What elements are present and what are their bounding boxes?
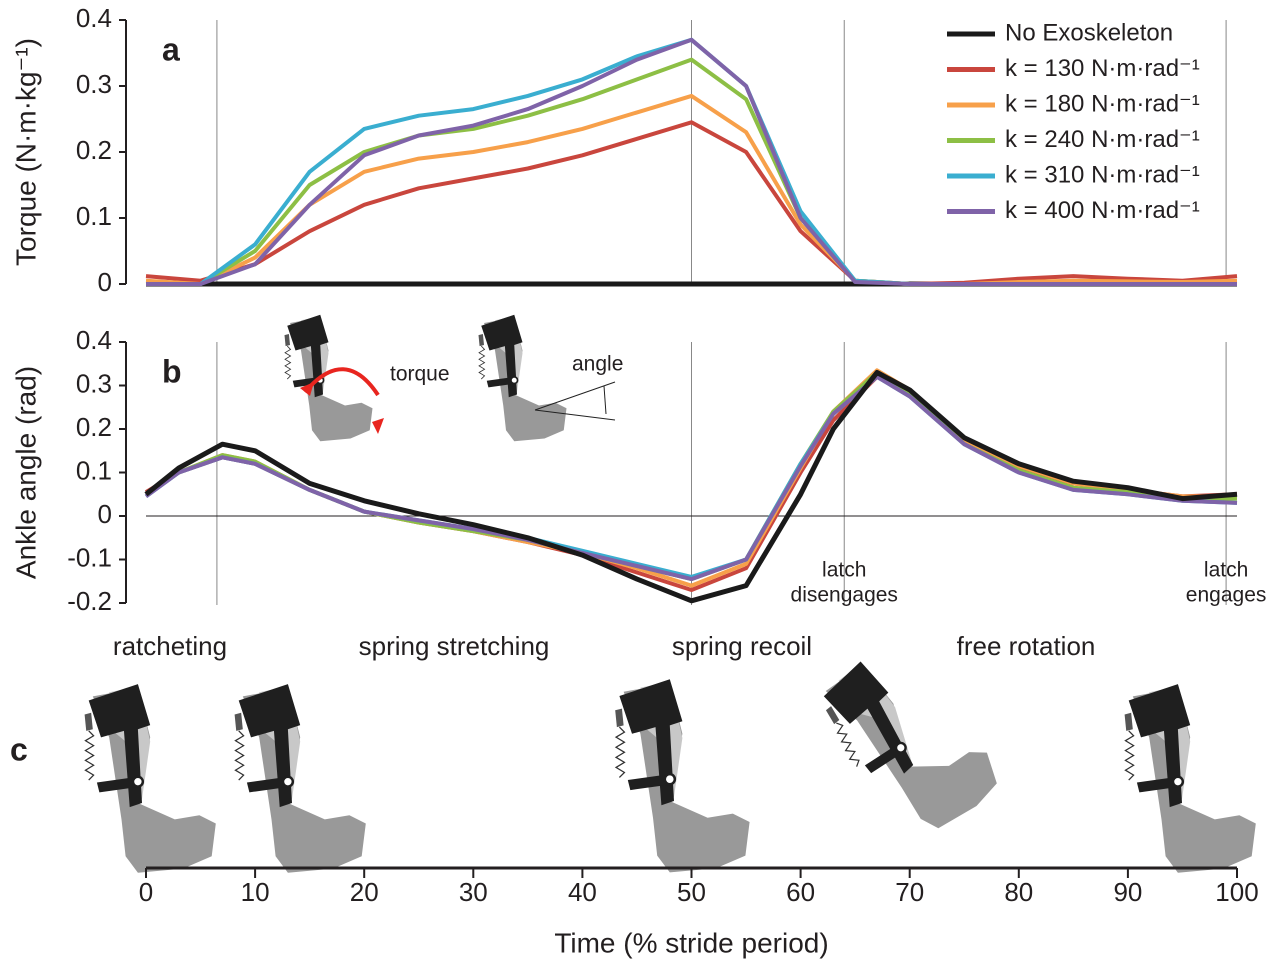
annotation: disengages bbox=[791, 584, 898, 607]
x-tick-label: 10 bbox=[241, 877, 270, 907]
y-tick-label: -0.1 bbox=[67, 542, 112, 572]
x-tick-label: 60 bbox=[786, 877, 815, 907]
x-axis-title: Time (% stride period) bbox=[554, 927, 828, 958]
y-tick-label: 0 bbox=[98, 499, 112, 529]
series-line bbox=[144, 370, 1238, 604]
x-tick-label: 90 bbox=[1113, 877, 1142, 907]
phase-label: spring recoil bbox=[672, 631, 812, 661]
annotation: latch bbox=[822, 559, 866, 582]
panel-label: c bbox=[10, 731, 28, 767]
legend-label: k = 240 N·m·rad⁻¹ bbox=[1005, 126, 1200, 153]
series-line bbox=[144, 374, 1238, 582]
device-free-rotation bbox=[1123, 682, 1258, 874]
y-tick-label: 0 bbox=[98, 267, 112, 297]
x-tick-label: 40 bbox=[568, 877, 597, 907]
panel-label: a bbox=[162, 31, 180, 67]
x-tick-label: 100 bbox=[1215, 877, 1258, 907]
angle-line bbox=[534, 381, 616, 411]
y-axis-title: Ankle angle (rad) bbox=[10, 366, 41, 579]
y-tick-label: 0.1 bbox=[76, 201, 112, 231]
phase-label: spring stretching bbox=[359, 631, 550, 661]
device-spring-stretched bbox=[613, 677, 751, 874]
legend-label: k = 180 N·m·rad⁻¹ bbox=[1005, 90, 1200, 117]
series-line bbox=[145, 93, 1238, 286]
y-tick-label: 0.4 bbox=[76, 3, 112, 33]
x-tick-label: 20 bbox=[350, 877, 379, 907]
inset-label: angle bbox=[572, 353, 623, 376]
panel-label: b bbox=[162, 353, 182, 389]
device-ratcheting-1 bbox=[83, 682, 218, 874]
series-line bbox=[146, 37, 1237, 286]
y-tick-label: 0.2 bbox=[76, 412, 112, 442]
y-axis-title: Torque (N·m·kg⁻¹) bbox=[10, 38, 41, 266]
y-tick-label: 0.4 bbox=[76, 325, 112, 355]
legend-label: No Exoskeleton bbox=[1005, 19, 1173, 46]
x-tick-label: 80 bbox=[1004, 877, 1033, 907]
legend-label: k = 310 N·m·rad⁻¹ bbox=[1005, 161, 1200, 188]
device-ratcheting-2 bbox=[233, 682, 368, 874]
legend-label: k = 400 N·m·rad⁻¹ bbox=[1005, 197, 1200, 224]
x-tick-label: 70 bbox=[895, 877, 924, 907]
annotation: latch bbox=[1204, 559, 1248, 582]
inset-angle-device bbox=[477, 313, 568, 443]
torque-arrowheads bbox=[300, 382, 384, 434]
series-line bbox=[145, 120, 1238, 286]
annotation: engages bbox=[1186, 584, 1267, 607]
illustrations bbox=[83, 313, 1258, 874]
y-tick-label: 0.2 bbox=[76, 135, 112, 165]
inset-torque-device bbox=[283, 313, 374, 443]
y-tick-label: 0.3 bbox=[76, 368, 112, 398]
angle-arc bbox=[603, 385, 607, 415]
y-tick-label: 0.1 bbox=[76, 455, 112, 485]
phase-label: free rotation bbox=[957, 631, 1096, 661]
inset-label: torque bbox=[390, 363, 450, 386]
x-tick-label: 30 bbox=[459, 877, 488, 907]
phase-label: ratcheting bbox=[113, 631, 227, 661]
x-tick-label: 0 bbox=[139, 877, 153, 907]
y-tick-label: -0.2 bbox=[67, 586, 112, 616]
y-tick-label: 0.3 bbox=[76, 69, 112, 99]
device-spring-recoil bbox=[812, 628, 1009, 852]
x-tick-label: 50 bbox=[677, 877, 706, 907]
legend-label: k = 130 N·m·rad⁻¹ bbox=[1005, 55, 1200, 82]
angle-line bbox=[534, 409, 616, 421]
